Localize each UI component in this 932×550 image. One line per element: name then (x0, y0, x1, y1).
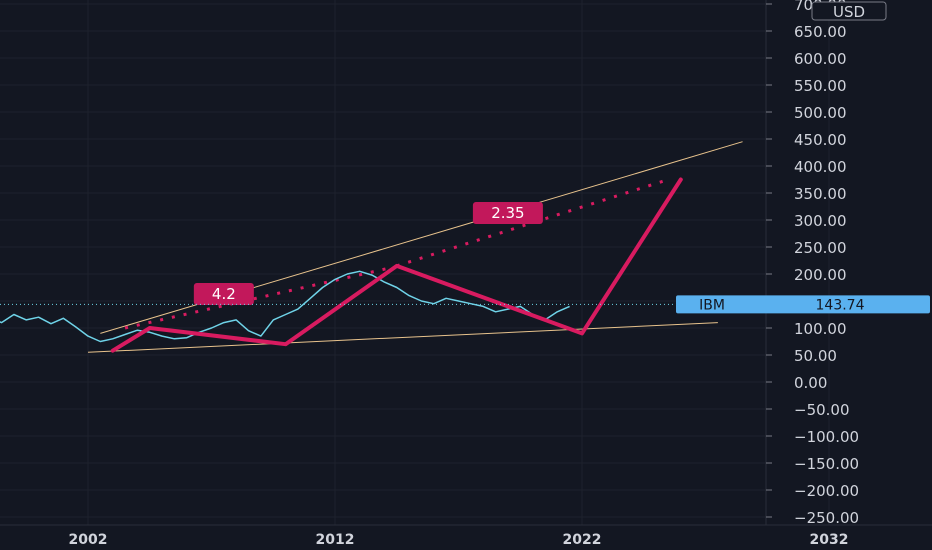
time-axis-label: 2022 (563, 532, 602, 548)
last-price-tag-box (676, 295, 930, 314)
price-line (0, 270, 570, 343)
time-axis-label: 2012 (316, 532, 355, 548)
price-axis-label: −100.00 (794, 428, 859, 446)
price-axis-label: −250.00 (794, 509, 859, 527)
time-axis[interactable]: 2002 2012 2022 2032 (69, 532, 849, 548)
price-axis-label: 100.00 (794, 320, 847, 338)
currency-badge[interactable]: USD (811, 1, 887, 21)
price-series (0, 177, 683, 353)
time-axis-label: 2032 (810, 532, 849, 548)
time-axis-label: 2002 (69, 532, 108, 548)
price-axis-label: 50.00 (794, 347, 837, 365)
annotation-label: 4.2 (212, 285, 236, 303)
price-axis-label: −150.00 (794, 455, 859, 473)
price-axis-label: 300.00 (794, 212, 847, 230)
price-axis-label: 500.00 (794, 104, 847, 122)
price-axis-label: −200.00 (794, 482, 859, 500)
annotation-box (472, 201, 543, 224)
lower-trendline (87, 322, 718, 353)
price-axis-label: 450.00 (794, 131, 847, 149)
last-price-label: 143.74 (816, 297, 865, 313)
price-axis-label: 600.00 (794, 50, 847, 68)
price-axis-label: 400.00 (794, 158, 847, 176)
annotation-layer: 4.2 2.35 (193, 201, 543, 305)
symbol-label: IBM (699, 297, 725, 313)
last-price-tag: IBM 143.74 (0, 295, 930, 314)
price-axis-label: 250.00 (794, 239, 847, 257)
zigzag-path (110, 177, 683, 353)
annotation-box (193, 282, 254, 305)
currency-badge-box (811, 1, 887, 21)
price-axis-label: 550.00 (794, 77, 847, 95)
price-axis-label: 650.00 (794, 23, 847, 41)
chart-grid (0, 0, 830, 525)
currency-label: USD (833, 3, 865, 21)
price-axis-label: 200.00 (794, 266, 847, 284)
annotation-label: 2.35 (491, 204, 524, 222)
price-axis-label: −50.00 (794, 401, 850, 419)
price-axis-label: 0.00 (794, 374, 827, 392)
price-axis-label: 350.00 (794, 185, 847, 203)
